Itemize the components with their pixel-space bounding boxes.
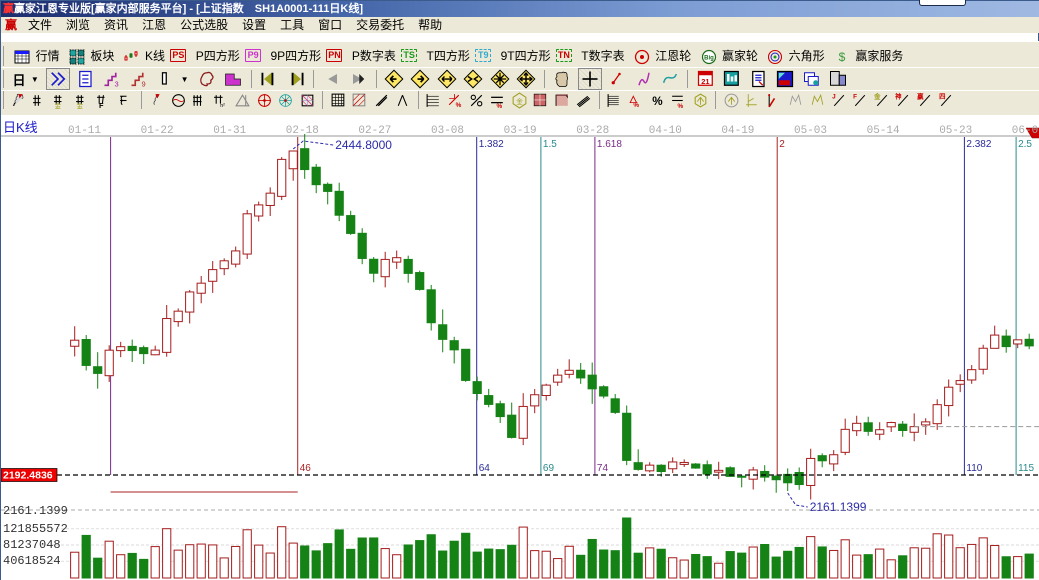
svg-text:2444.8000: 2444.8000 [335,138,392,152]
svg-text:2.382: 2.382 [966,139,991,150]
svg-text:金: 金 [516,96,523,105]
svg-text:金: 金 [873,92,881,100]
svg-text:J: J [832,93,836,100]
svg-text:2: 2 [779,139,785,150]
svg-text:02-18: 02-18 [286,125,319,137]
svg-text:2161.1399: 2161.1399 [3,504,68,518]
svg-text:2.5: 2.5 [1018,139,1032,150]
svg-text:01-11: 01-11 [68,125,101,137]
svg-text:F: F [854,93,858,100]
svg-text:%: % [497,102,503,108]
svg-text:03-08: 03-08 [431,125,464,137]
svg-text:04-19: 04-19 [721,125,754,137]
svg-text:05-14: 05-14 [867,125,900,137]
svg-text:81237048: 81237048 [3,538,61,552]
svg-text:03-19: 03-19 [504,125,537,137]
svg-text:神: 神 [895,92,902,100]
svg-text:金: 金 [55,100,62,108]
svg-text:69: 69 [543,463,555,474]
svg-text:$: $ [839,50,846,64]
svg-text:04-10: 04-10 [649,125,682,137]
svg-text:110: 110 [966,463,982,474]
svg-text:01-31: 01-31 [213,125,246,137]
svg-text:1.618: 1.618 [597,139,622,150]
svg-text:1.382: 1.382 [479,139,504,150]
svg-text:46: 46 [300,463,312,474]
svg-text:74: 74 [597,463,609,474]
svg-text:40618524: 40618524 [3,554,61,568]
svg-text:21: 21 [701,77,709,86]
svg-text:2192.4836: 2192.4836 [3,470,53,482]
svg-text:2161.1399: 2161.1399 [810,500,867,514]
svg-text:05-23: 05-23 [939,125,972,137]
svg-text:06-0: 06-0 [1012,125,1038,137]
svg-text:121855572: 121855572 [3,522,68,536]
svg-text:%: % [652,94,663,107]
svg-text:%: % [633,101,639,108]
svg-text:%: % [456,101,462,108]
svg-text:03-28: 03-28 [576,125,609,137]
svg-text:四: 四 [939,92,945,100]
svg-text:金: 金 [76,100,83,108]
svg-text:F: F [99,100,104,108]
svg-text:Big: Big [704,55,714,61]
svg-text:01-22: 01-22 [141,125,174,137]
svg-text:%: % [678,102,684,108]
svg-text:115: 115 [1018,463,1034,474]
svg-text:1.5: 1.5 [543,139,557,150]
svg-text:02-27: 02-27 [358,125,391,137]
svg-text:64: 64 [479,463,491,474]
svg-text:n²: n² [220,102,225,108]
svg-text:05-03: 05-03 [794,125,827,137]
svg-text:赢: 赢 [917,92,924,100]
svg-text:3: 3 [115,80,119,89]
svg-text:9: 9 [141,80,145,89]
